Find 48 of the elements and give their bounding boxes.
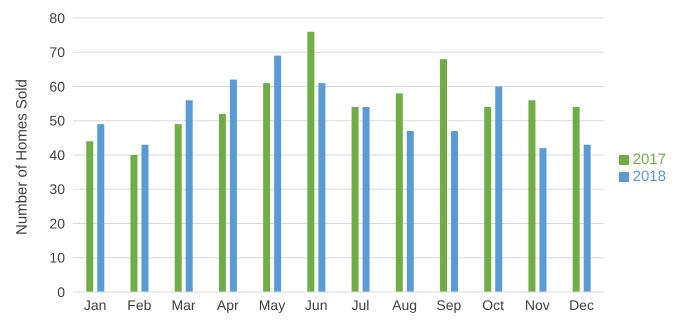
bar <box>218 114 226 292</box>
x-tick-label: Oct <box>482 296 504 313</box>
bar <box>362 107 370 292</box>
x-tick-label: Sep <box>436 296 462 313</box>
bar <box>406 131 414 292</box>
bar <box>86 141 94 292</box>
y-tick-label: 70 <box>49 44 66 60</box>
y-tick-label: 20 <box>49 215 66 232</box>
x-tick-label: Dec <box>569 296 594 313</box>
x-tick-label: Apr <box>216 296 239 313</box>
bar <box>230 80 237 292</box>
y-tick-label: 10 <box>49 250 66 266</box>
y-tick-label: 60 <box>49 78 66 94</box>
x-tick-label: Nov <box>524 296 550 313</box>
x-tick-label: Aug <box>392 296 418 313</box>
bar <box>539 148 546 292</box>
bar <box>572 107 580 292</box>
bar <box>352 107 359 292</box>
y-tick-label: 40 <box>49 146 66 163</box>
y-tick-label: 30 <box>49 181 66 198</box>
x-tick-label: Mar <box>171 296 196 313</box>
legend-label: 2017 <box>632 150 666 168</box>
x-tick-label: Feb <box>127 296 152 313</box>
y-tick-label: 80 <box>49 10 66 26</box>
y-tick-label: 0 <box>57 284 66 300</box>
legend-label: 2018 <box>632 168 666 184</box>
bar <box>307 32 314 292</box>
x-tick-label: Jan <box>84 296 106 313</box>
bar <box>584 144 591 292</box>
bar <box>495 86 502 292</box>
x-tick-label: Jun <box>304 296 328 313</box>
bar <box>440 59 448 292</box>
bar <box>528 100 536 292</box>
bar <box>130 155 138 292</box>
bar <box>396 93 403 292</box>
x-tick-label: Jul <box>351 296 370 313</box>
bar <box>263 83 270 292</box>
bar <box>451 131 458 292</box>
bar <box>484 107 492 292</box>
bar <box>274 56 282 292</box>
bar <box>141 144 148 292</box>
y-axis-title: Number of Homes Sold <box>13 79 30 235</box>
bar <box>97 124 104 292</box>
x-tick-label: May <box>258 296 286 313</box>
bar <box>174 124 182 292</box>
y-tick-label: 50 <box>49 112 66 129</box>
bar <box>318 83 326 292</box>
bar <box>186 100 193 292</box>
